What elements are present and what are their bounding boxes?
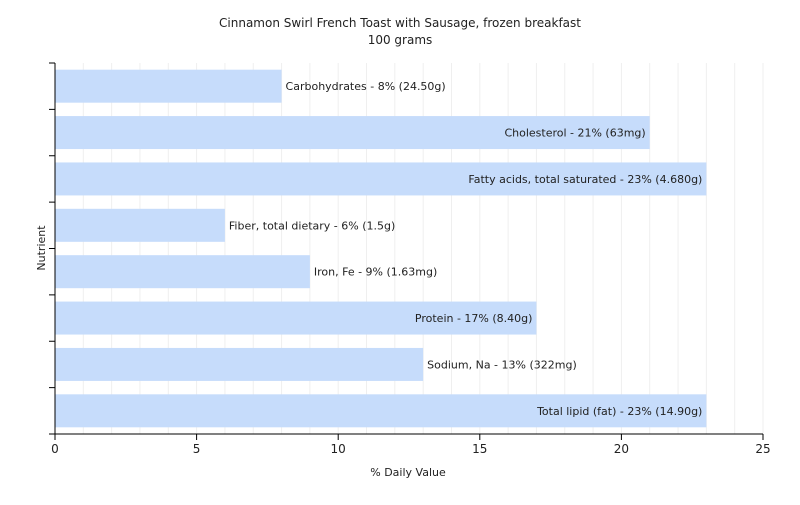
x-ticks: 0 5 10 15 20 25	[51, 434, 771, 456]
bar-2	[55, 116, 650, 150]
bar-label-1: Carbohydrates - 8% (24.50g)	[286, 80, 446, 93]
bar-6	[55, 301, 537, 335]
bar-7	[55, 347, 424, 381]
bar-8	[55, 394, 707, 428]
bar-1	[55, 69, 282, 103]
bar-label-4: Fiber, total dietary - 6% (1.5g)	[229, 219, 395, 232]
x-tick-label: 10	[331, 442, 346, 456]
x-tick-label: 5	[193, 442, 201, 456]
x-tick-label: 20	[614, 442, 629, 456]
bar-label-8: Total lipid (fat) - 23% (14.90g)	[536, 405, 702, 418]
chart-title: Cinnamon Swirl French Toast with Sausage…	[219, 16, 581, 30]
x-axis-title: % Daily Value	[370, 466, 446, 479]
axes	[49, 62, 763, 435]
bar-4	[55, 208, 225, 242]
bar-5	[55, 255, 310, 289]
bar-label-6: Protein - 17% (8.40g)	[415, 312, 533, 325]
bar-label-2: Cholesterol - 21% (63mg)	[504, 127, 645, 140]
x-tick-label: 25	[755, 442, 770, 456]
bar-3	[55, 162, 707, 196]
bar-label-3: Fatty acids, total saturated - 23% (4.68…	[468, 173, 702, 186]
x-tick-label: 15	[472, 442, 487, 456]
bar-label-7: Sodium, Na - 13% (322mg)	[427, 358, 577, 371]
y-axis-title: Nutrient	[35, 225, 48, 271]
bars: Carbohydrates - 8% (24.50g) Cholesterol -…	[55, 69, 707, 428]
bar-label-5: Iron, Fe - 9% (1.63mg)	[314, 266, 437, 279]
x-tick-label: 0	[51, 442, 59, 456]
chart-subtitle: 100 grams	[368, 33, 433, 47]
